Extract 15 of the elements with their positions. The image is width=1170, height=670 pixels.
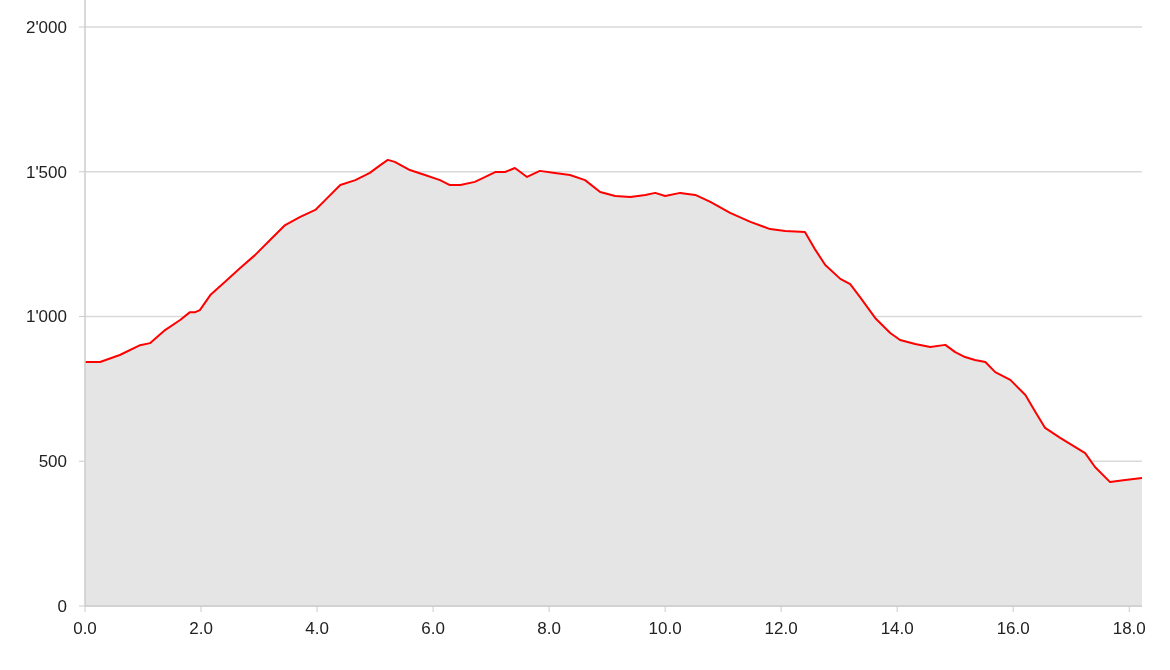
y-tick-label: 2'000 xyxy=(25,17,67,37)
x-tick-label: 0.0 xyxy=(73,619,97,638)
x-tick-label: 6.0 xyxy=(421,619,445,638)
y-tick-label: 1'500 xyxy=(25,162,67,182)
y-tick-label: 0 xyxy=(57,596,67,616)
x-tick-label: 4.0 xyxy=(305,619,329,638)
x-tick-label: 16.0 xyxy=(996,619,1030,638)
x-tick-label: 2.0 xyxy=(189,619,213,638)
x-tick-label: 12.0 xyxy=(764,619,798,638)
x-tick-label: 14.0 xyxy=(880,619,914,638)
x-tick-label: 8.0 xyxy=(537,619,561,638)
y-tick-label: 500 xyxy=(38,452,67,472)
x-tick-label: 18.0 xyxy=(1112,619,1146,638)
y-tick-label: 1'000 xyxy=(25,307,67,327)
x-tick-label: 10.0 xyxy=(648,619,682,638)
